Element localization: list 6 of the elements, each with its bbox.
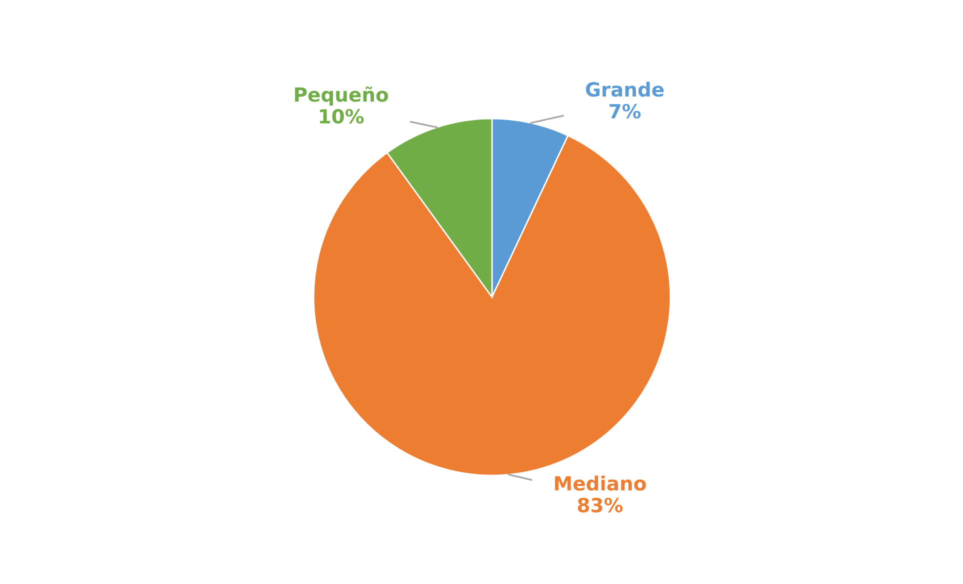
data-label: 10% xyxy=(320,108,364,124)
data-label: 83% xyxy=(578,498,623,512)
slice-label: Grande xyxy=(586,82,664,97)
data-label: 7% xyxy=(610,104,641,119)
slice-label: Pequeño xyxy=(295,86,388,106)
slice-label: Mediano xyxy=(555,476,646,491)
